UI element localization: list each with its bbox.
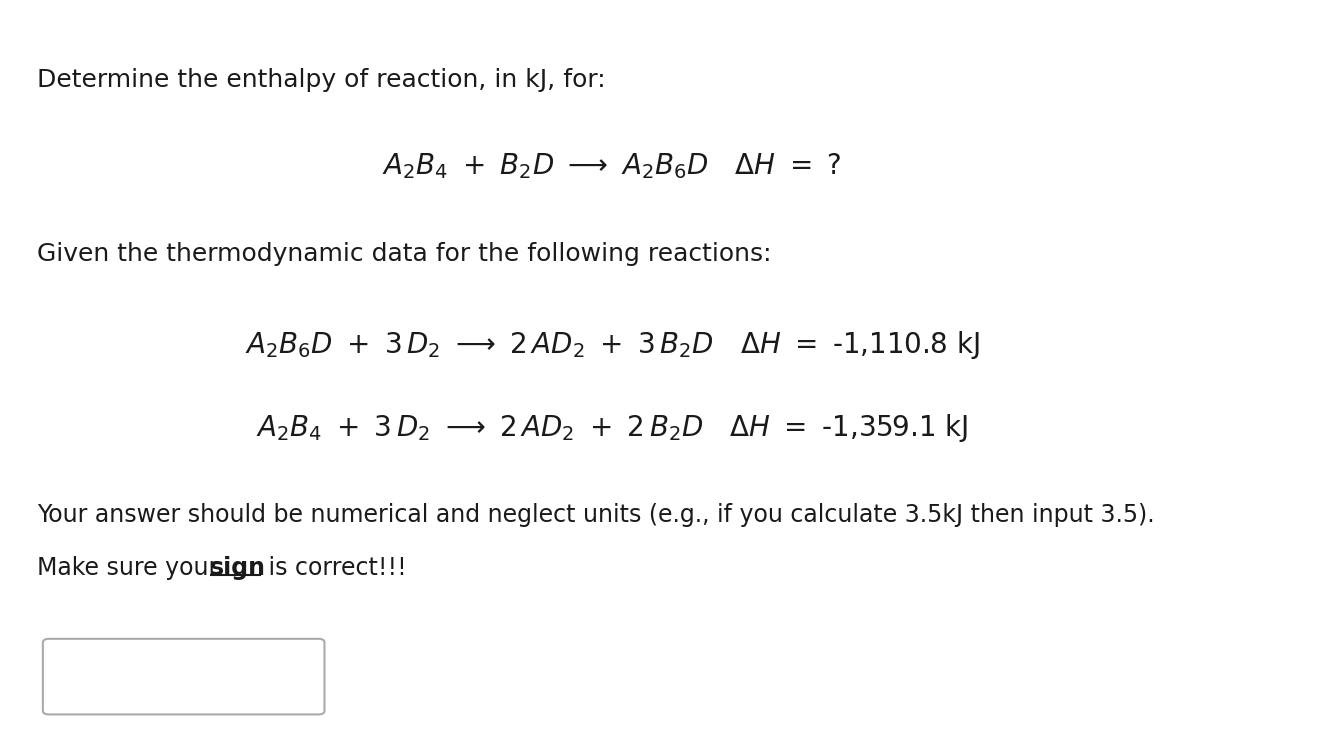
Text: sign: sign: [210, 556, 266, 580]
Text: Your answer should be numerical and neglect units (e.g., if you calculate 3.5kJ : Your answer should be numerical and negl…: [36, 503, 1154, 527]
Text: Given the thermodynamic data for the following reactions:: Given the thermodynamic data for the fol…: [36, 242, 771, 266]
Text: is correct!!!: is correct!!!: [261, 556, 406, 580]
Text: Make sure your: Make sure your: [36, 556, 226, 580]
Text: $A_2B_6D\ +\ 3\,D_2\ \longrightarrow\ 2\,AD_2\ +\ 3\,B_2D\quad \Delta H\ =\ $-1,: $A_2B_6D\ +\ 3\,D_2\ \longrightarrow\ 2\…: [245, 329, 980, 361]
FancyBboxPatch shape: [43, 639, 325, 714]
Text: $A_2B_4\ +\ B_2D\ \longrightarrow\ A_2B_6D\quad \Delta H\ =\ ?$: $A_2B_4\ +\ B_2D\ \longrightarrow\ A_2B_…: [382, 151, 842, 181]
Text: Determine the enthalpy of reaction, in kJ, for:: Determine the enthalpy of reaction, in k…: [36, 68, 606, 92]
Text: $A_2B_4\ +\ 3\,D_2\ \longrightarrow\ 2\,AD_2\ +\ 2\,B_2D\quad \Delta H\ =\ $-1,3: $A_2B_4\ +\ 3\,D_2\ \longrightarrow\ 2\,…: [255, 412, 968, 444]
